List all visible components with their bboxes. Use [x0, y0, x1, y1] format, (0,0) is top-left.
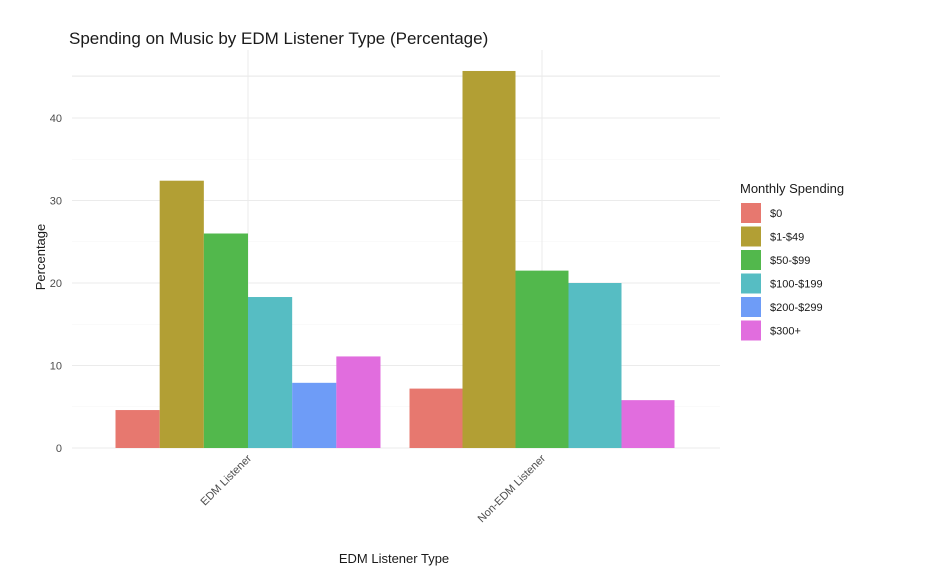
bar-non-edm-listener--50-99	[515, 270, 569, 449]
legend-key	[741, 203, 761, 223]
legend-label: $50-$99	[770, 255, 810, 267]
legend-label: $1-$49	[770, 232, 804, 244]
x-tick-label: Non-EDM Listener	[476, 452, 549, 525]
legend-key	[741, 273, 761, 294]
y-tick-label: 30	[50, 196, 62, 208]
bar-edm-listener--1-49	[159, 180, 204, 448]
bar-non-edm-listener--0	[409, 388, 463, 448]
x-axis-title: EDM Listener Type	[339, 551, 449, 566]
y-tick-label: 10	[50, 361, 62, 373]
x-tick-label: EDM Listener	[199, 452, 255, 508]
legend-title: Monthly Spending	[740, 181, 844, 196]
legend-key	[741, 297, 761, 317]
y-tick-label: 20	[50, 278, 62, 290]
legend-label: $300+	[770, 326, 801, 338]
bar-edm-listener--200-299	[292, 382, 337, 448]
bar-edm-listener--100-199	[248, 297, 293, 448]
legend-label: $100-$199	[770, 279, 823, 291]
bar-edm-listener--0	[115, 410, 160, 448]
y-axis-ticks: 0 10 20 30 40	[50, 113, 62, 455]
chart-title: Spending on Music by EDM Listener Type (…	[69, 29, 488, 48]
x-axis-ticks: EDM Listener Non-EDM Listener	[199, 452, 549, 525]
legend-key	[741, 250, 761, 270]
bars	[115, 70, 675, 449]
legend-label: $200-$299	[770, 302, 823, 314]
legend-label: $0	[770, 208, 782, 220]
bar-non-edm-listener--1-49	[462, 70, 516, 448]
legend-key	[741, 320, 761, 341]
legend-key	[741, 226, 761, 247]
bar-edm-listener--50-99	[203, 233, 248, 448]
bar-non-edm-listener--300-	[621, 400, 675, 448]
bar-edm-listener--300-	[336, 356, 381, 448]
bar-non-edm-listener--100-199	[568, 283, 622, 448]
y-tick-label: 40	[50, 113, 62, 125]
legend: Monthly Spending $0 $1-$49 $50-$99 $100-$19…	[740, 181, 844, 341]
y-axis-title: Percentage	[33, 224, 48, 291]
y-tick-label: 0	[56, 443, 62, 455]
